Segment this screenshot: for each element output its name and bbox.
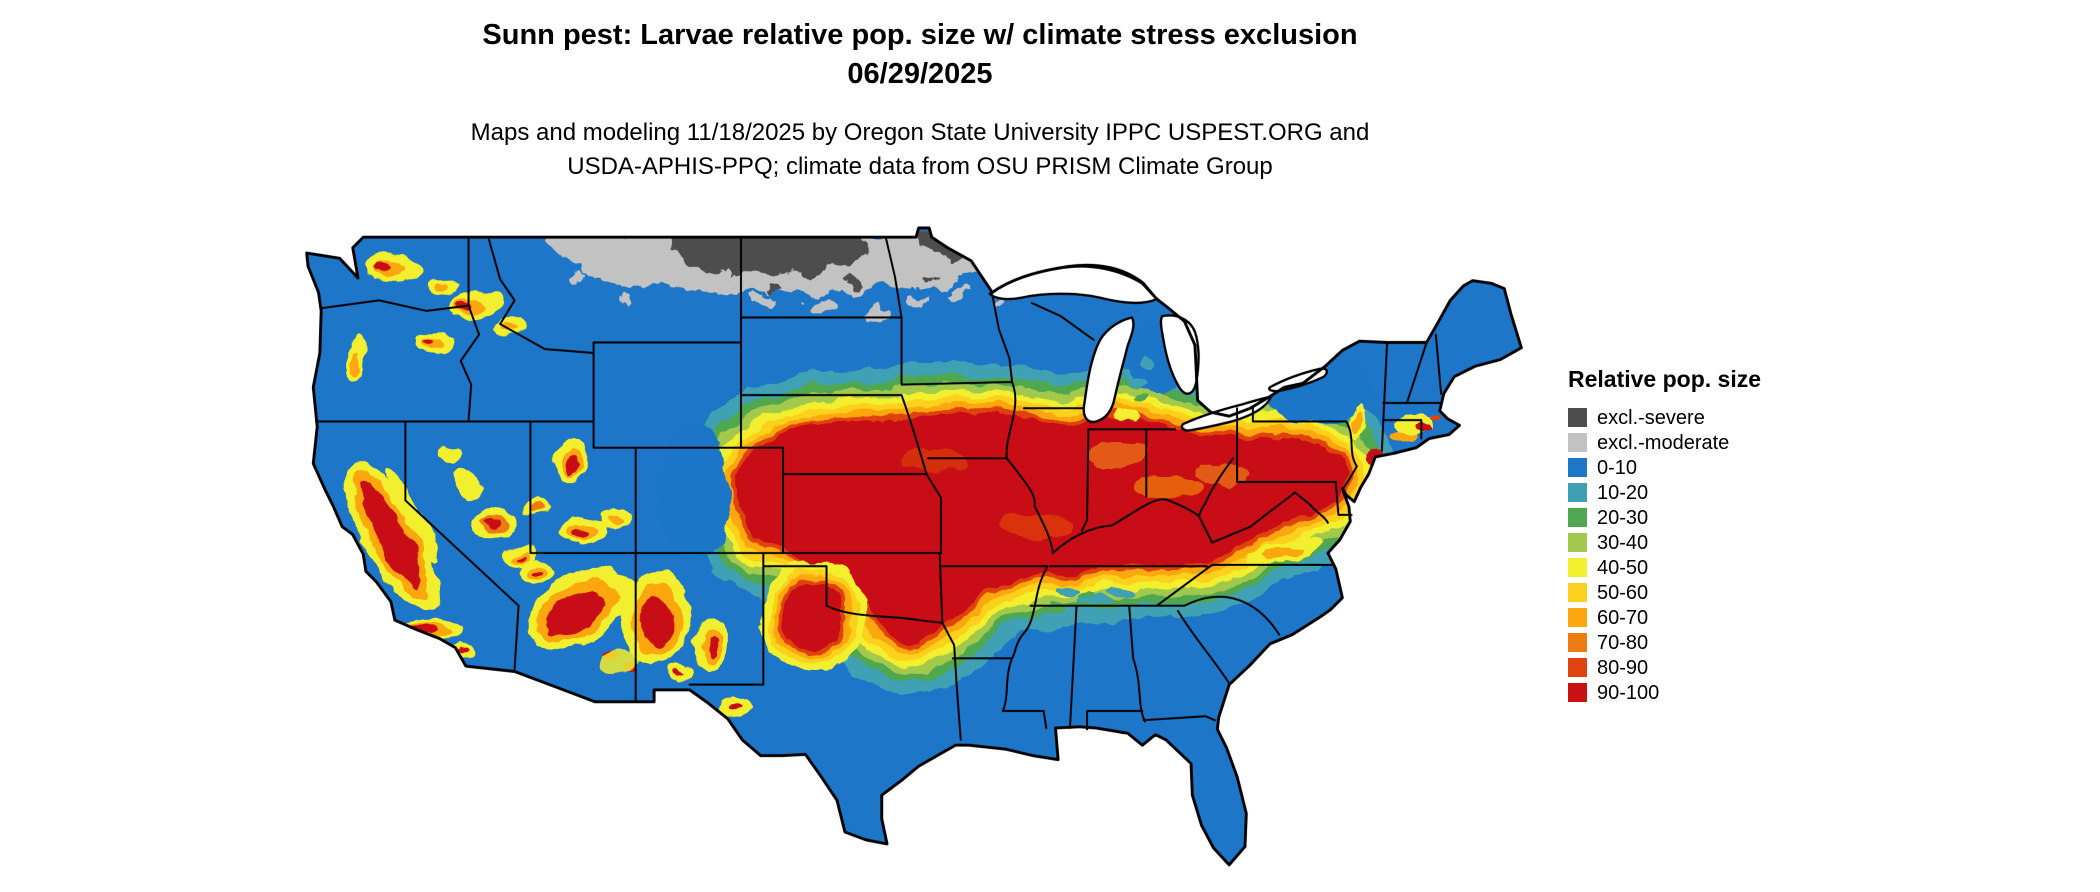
- map-date: 06/29/2025: [847, 58, 993, 91]
- legend-color-swatch: [1568, 683, 1587, 702]
- legend-item: 50-60: [1568, 580, 1761, 605]
- legend-color-swatch: [1568, 458, 1587, 477]
- legend-color-swatch: [1568, 633, 1587, 652]
- legend-item: 20-30: [1568, 505, 1761, 530]
- map-container: [300, 224, 1532, 882]
- page-title: Sunn pest: Larvae relative pop. size w/ …: [482, 19, 1358, 51]
- legend-item-label: 40-50: [1597, 556, 1649, 579]
- legend-title: Relative pop. size: [1568, 366, 1762, 392]
- legend-color-swatch: [1568, 483, 1587, 502]
- legend-color-swatch: [1568, 583, 1587, 602]
- legend-item: 30-40: [1568, 530, 1761, 555]
- legend-item-label: 50-60: [1597, 581, 1649, 604]
- us-population-map: [305, 226, 1523, 867]
- lake-michigan: [1082, 316, 1135, 424]
- title-block: Sunn pest: Larvae relative pop. size w/ …: [0, 16, 1840, 183]
- legend-color-swatch: [1568, 433, 1587, 452]
- legend-color-swatch: [1568, 558, 1587, 577]
- legend-color-swatch: [1568, 533, 1587, 552]
- legend-items: excl.-severe excl.-moderate 0-10 10-20 2…: [1568, 405, 1761, 705]
- legend-item-label: 20-30: [1597, 506, 1649, 529]
- western-hotspot-patches: [344, 254, 751, 719]
- legend-color-swatch: [1568, 408, 1587, 427]
- legend-item: 90-100: [1568, 680, 1761, 705]
- legend-color-swatch: [1568, 608, 1587, 627]
- lake-erie: [1180, 395, 1273, 432]
- legend-item: 10-20: [1568, 480, 1761, 505]
- attribution-line-1: Maps and modeling 11/18/2025 by Oregon S…: [470, 119, 1370, 147]
- legend-item: excl.-severe: [1568, 405, 1761, 430]
- core-high-population-layer: [737, 413, 1346, 672]
- legend-item-label: 70-80: [1597, 631, 1649, 654]
- legend-item: 70-80: [1568, 630, 1761, 655]
- legend-item-label: 90-100: [1597, 681, 1660, 704]
- legend: Relative pop. size excl.-severe excl.-mo…: [1568, 366, 1761, 705]
- legend-color-swatch: [1568, 658, 1587, 677]
- legend-item-label: excl.-severe: [1597, 406, 1705, 429]
- legend-color-swatch: [1568, 508, 1587, 527]
- legend-item-label: 80-90: [1597, 656, 1649, 679]
- legend-item-label: 0-10: [1597, 456, 1638, 479]
- legend-item-label: 10-20: [1597, 481, 1649, 504]
- legend-item-label: excl.-moderate: [1597, 431, 1730, 454]
- great-lakes-layer: [988, 263, 1328, 432]
- legend-item: excl.-moderate: [1568, 430, 1761, 455]
- state-boundaries: [314, 236, 1443, 741]
- legend-item: 0-10: [1568, 455, 1761, 480]
- legend-item-label: 30-40: [1597, 531, 1649, 554]
- lake-ontario: [1268, 367, 1328, 393]
- legend-item: 60-70: [1568, 605, 1761, 630]
- legend-item: 40-50: [1568, 555, 1761, 580]
- attribution-line-2: USDA-APHIS-PPQ; climate data from OSU PR…: [567, 152, 1273, 180]
- legend-item: 80-90: [1568, 655, 1761, 680]
- legend-item-label: 60-70: [1597, 606, 1649, 629]
